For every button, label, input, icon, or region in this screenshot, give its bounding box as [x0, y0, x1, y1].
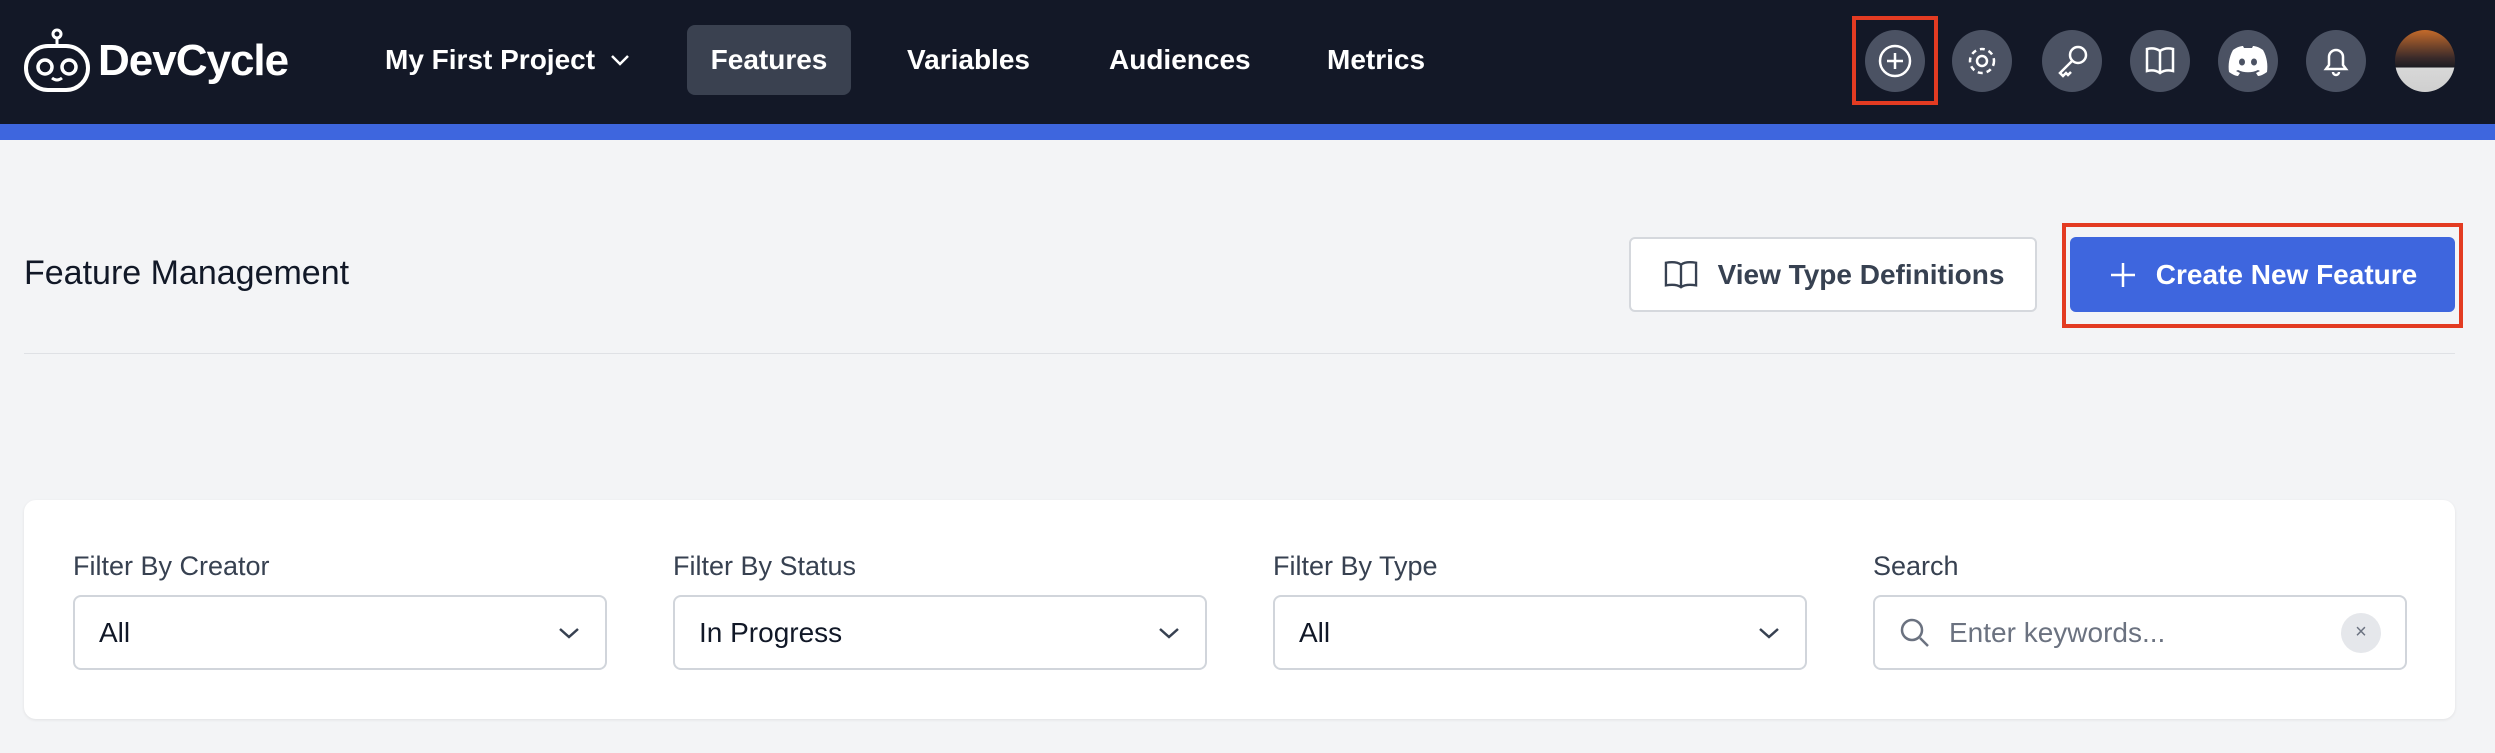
- create-new-feature-button[interactable]: Create New Feature: [2070, 237, 2455, 312]
- filter-creator-value: All: [99, 616, 131, 648]
- view-type-definitions-label: View Type Definitions: [1717, 258, 2005, 290]
- clear-search-icon[interactable]: ×: [2341, 612, 2381, 653]
- book-icon: [1664, 260, 1697, 289]
- book-icon: [2145, 47, 2175, 75]
- chevron-down-icon: [611, 55, 629, 66]
- devcycle-logo[interactable]: DevCycle: [22, 26, 289, 96]
- highlight-box: [2062, 223, 2463, 328]
- key-icon: [2058, 45, 2088, 78]
- search-icon: [1900, 618, 1929, 647]
- bell-icon: [2323, 48, 2349, 77]
- highlight-box: [1852, 16, 1938, 105]
- logo-text: DevCycle: [98, 36, 289, 85]
- search-label: Search: [1873, 551, 1959, 581]
- robot-logo-icon: [24, 28, 90, 92]
- filter-status-value: In Progress: [699, 616, 843, 648]
- filter-type-label: Filter By Type: [1273, 551, 1438, 581]
- search-input[interactable]: Enter keywords... ×: [1873, 595, 2407, 670]
- project-selector[interactable]: My First Project: [385, 25, 631, 95]
- discord-button[interactable]: [2218, 30, 2278, 92]
- chevron-down-icon: [1159, 627, 1179, 639]
- gear-icon: [1968, 47, 1996, 75]
- top-navbar: DevCycle My First Project Features Varia…: [0, 0, 2495, 124]
- chevron-down-icon: [559, 627, 579, 639]
- plus-circle-icon: [1878, 44, 1912, 78]
- discord-icon: [2228, 46, 2268, 76]
- plus-icon: [2110, 262, 2135, 287]
- page-title: Feature Management: [24, 254, 350, 292]
- divider: [24, 353, 2455, 354]
- settings-button[interactable]: [1952, 30, 2012, 92]
- api-keys-button[interactable]: [2042, 30, 2102, 92]
- project-name: My First Project: [385, 44, 596, 75]
- docs-button[interactable]: [2130, 30, 2190, 92]
- accent-stripe: [0, 124, 2495, 140]
- notifications-button[interactable]: [2306, 30, 2366, 92]
- chevron-down-icon: [1759, 627, 1779, 639]
- nav-metrics[interactable]: Metrics: [1327, 44, 1426, 75]
- filter-type-select[interactable]: All: [1273, 595, 1807, 670]
- filter-creator-select[interactable]: All: [73, 595, 607, 670]
- filter-type-value: All: [1299, 616, 1331, 648]
- filter-status-select[interactable]: In Progress: [673, 595, 1207, 670]
- nav-features[interactable]: Features: [687, 25, 851, 95]
- nav-audiences[interactable]: Audiences: [1109, 44, 1251, 75]
- view-type-definitions-button[interactable]: View Type Definitions: [1629, 237, 2037, 312]
- create-button-icon[interactable]: [1865, 30, 1925, 92]
- create-new-feature-label: Create New Feature: [2155, 258, 2418, 290]
- filter-status-label: Filter By Status: [673, 551, 857, 581]
- nav-variables[interactable]: Variables: [907, 44, 1030, 75]
- filter-creator-label: Filter By Creator: [73, 551, 270, 581]
- search-placeholder: Enter keywords...: [1949, 616, 2166, 648]
- avatar[interactable]: [2395, 30, 2455, 92]
